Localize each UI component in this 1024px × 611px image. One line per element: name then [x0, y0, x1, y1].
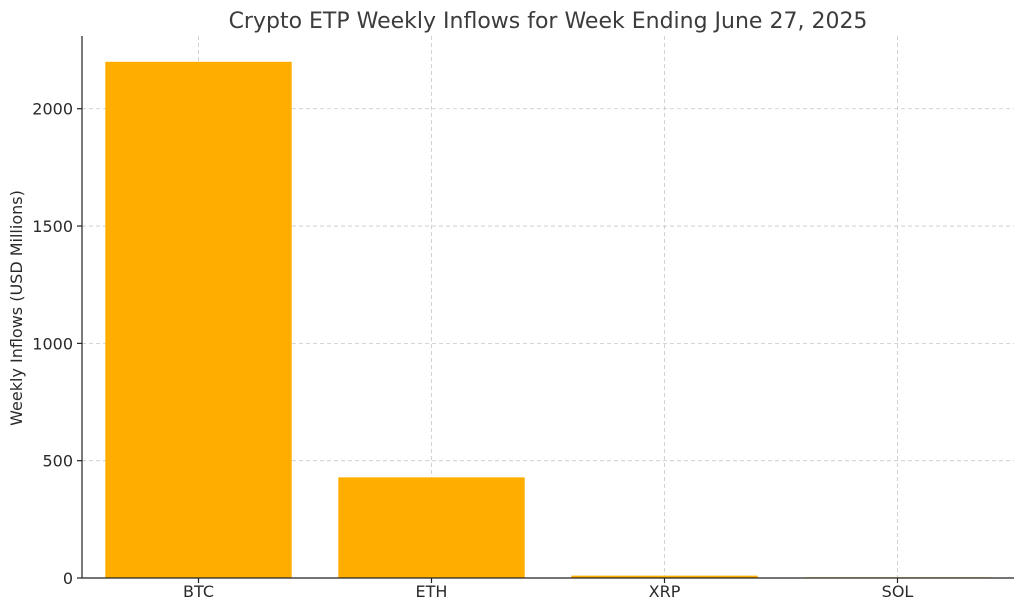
y-tick-label: 1000 — [32, 334, 73, 353]
bar-eth — [338, 477, 525, 578]
axes — [77, 36, 1014, 583]
y-tick-label: 500 — [42, 452, 73, 471]
tick-labels: 0 500 1000 1500 2000 BTC ETH XRP SOL — [32, 100, 913, 601]
x-tick-label: ETH — [416, 582, 448, 601]
x-tick-label: XRP — [649, 582, 681, 601]
y-tick-label: 0 — [63, 569, 73, 588]
y-axis-label: Weekly Inflows (USD Millions) — [7, 190, 26, 426]
x-tick-label: BTC — [183, 582, 214, 601]
x-tick-label: SOL — [882, 582, 914, 601]
chart-title: Crypto ETP Weekly Inflows for Week Endin… — [229, 9, 868, 34]
bar-xrp — [571, 575, 758, 578]
y-tick-label: 2000 — [32, 100, 73, 119]
y-tick-label: 1500 — [32, 217, 73, 236]
bar-btc — [105, 61, 292, 579]
bars — [105, 61, 991, 579]
